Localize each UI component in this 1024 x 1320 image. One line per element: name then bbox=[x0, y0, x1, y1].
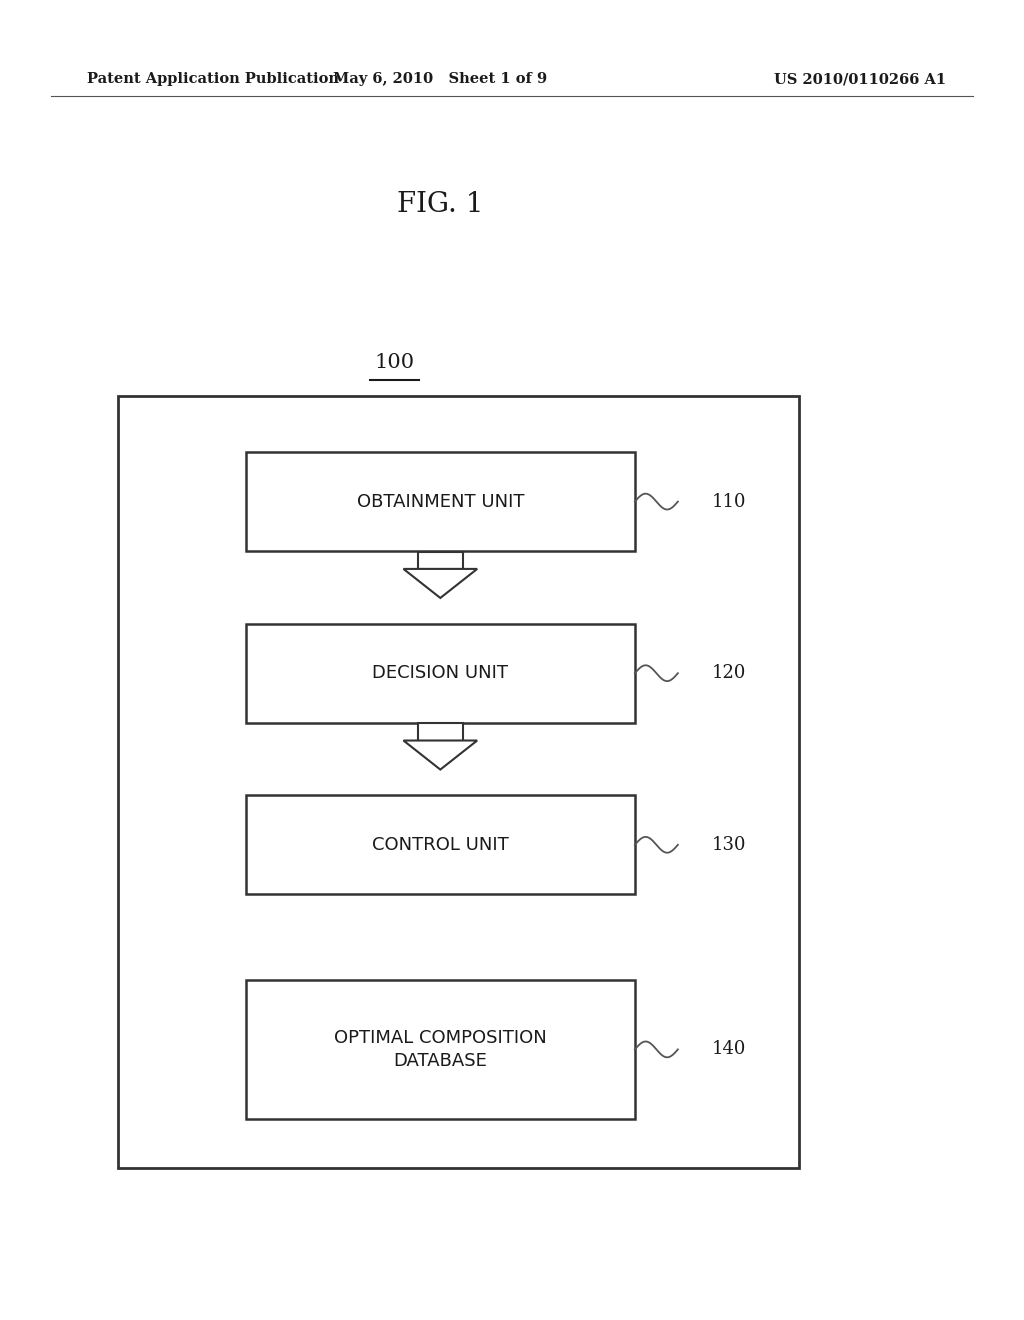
Polygon shape bbox=[403, 741, 477, 770]
Bar bbox=[418, 723, 463, 741]
Text: May 6, 2010   Sheet 1 of 9: May 6, 2010 Sheet 1 of 9 bbox=[333, 73, 548, 86]
Bar bbox=[246, 795, 635, 895]
Text: FIG. 1: FIG. 1 bbox=[397, 191, 483, 218]
Bar bbox=[418, 552, 463, 569]
Bar bbox=[246, 624, 635, 722]
Text: 140: 140 bbox=[712, 1040, 746, 1059]
Text: OPTIMAL COMPOSITION
DATABASE: OPTIMAL COMPOSITION DATABASE bbox=[334, 1028, 547, 1071]
Bar bbox=[246, 453, 635, 552]
Polygon shape bbox=[403, 569, 477, 598]
Text: 100: 100 bbox=[374, 354, 415, 372]
Bar bbox=[246, 979, 635, 1119]
Text: DECISION UNIT: DECISION UNIT bbox=[373, 664, 508, 682]
Bar bbox=[118, 396, 799, 1168]
Text: US 2010/0110266 A1: US 2010/0110266 A1 bbox=[774, 73, 946, 86]
Text: CONTROL UNIT: CONTROL UNIT bbox=[372, 836, 509, 854]
Text: 130: 130 bbox=[712, 836, 746, 854]
Text: Patent Application Publication: Patent Application Publication bbox=[87, 73, 339, 86]
Text: 110: 110 bbox=[712, 492, 746, 511]
Text: 120: 120 bbox=[712, 664, 746, 682]
Text: OBTAINMENT UNIT: OBTAINMENT UNIT bbox=[356, 492, 524, 511]
